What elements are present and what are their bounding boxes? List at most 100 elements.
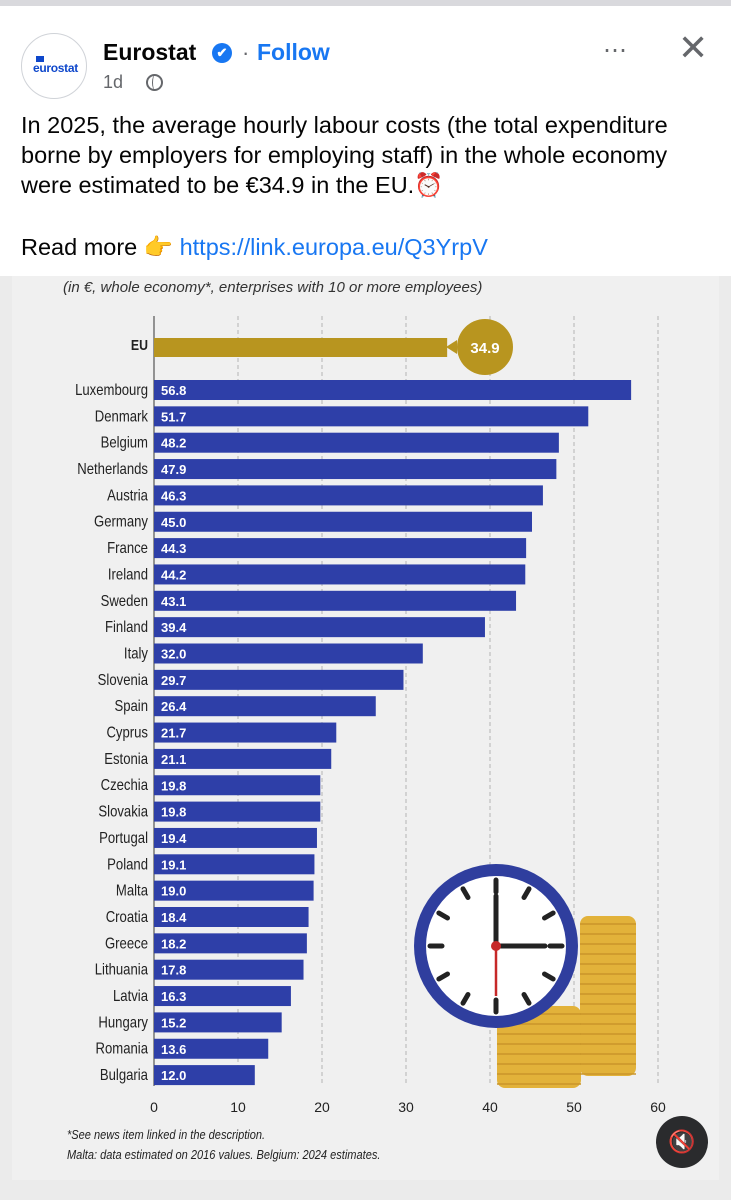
x-tick-label: 10 [230, 1099, 246, 1115]
eu-bar [154, 338, 448, 357]
bar-value-label: 44.2 [161, 567, 186, 582]
clock-tick [436, 971, 451, 982]
category-label: Finland [105, 619, 148, 636]
bar [154, 801, 321, 822]
bar [154, 564, 526, 585]
eu-value-bubble [457, 319, 513, 375]
bar-value-label: 43.1 [161, 594, 186, 609]
category-label: Cyprus [106, 724, 148, 741]
category-label: Sweden [101, 593, 148, 610]
chart-subtitle: (in €, whole economy*, enterprises with … [63, 279, 482, 296]
clock-tick [436, 910, 451, 921]
bar-value-label: 21.7 [161, 726, 186, 741]
category-label: Estonia [104, 751, 149, 768]
bar [154, 696, 376, 717]
category-label: Denmark [95, 408, 149, 425]
bar-value-label: 39.4 [161, 620, 187, 635]
clock-tick [541, 971, 556, 982]
category-label: Czechia [101, 777, 149, 794]
category-label: Malta [116, 883, 149, 900]
category-label: Croatia [106, 909, 149, 926]
bars: EU 34.9 Luxembourg 56.8 Denmark 51.7 Belgium 48… [75, 319, 632, 1086]
bar [154, 511, 532, 532]
bar-value-label: 16.3 [161, 989, 186, 1004]
x-tick-label: 20 [314, 1099, 330, 1115]
bar [154, 827, 317, 848]
x-tick-label: 60 [650, 1099, 666, 1115]
category-label: Netherlands [77, 461, 148, 478]
category-label: Latvia [113, 988, 149, 1005]
coin-stack-icon [497, 916, 636, 1088]
top-edge [0, 0, 731, 6]
category-label: Portugal [99, 830, 148, 847]
x-tick-label: 40 [482, 1099, 498, 1115]
footnote-2: Malta: data estimated on 2016 values. Be… [67, 1147, 380, 1162]
bar-value-label: 47.9 [161, 462, 186, 477]
bar [154, 617, 485, 638]
bar [154, 1012, 282, 1033]
bar-value-label: 12.0 [161, 1068, 186, 1083]
category-label: Romania [96, 1041, 149, 1058]
post-text: In 2025, the average hourly labour costs… [21, 112, 668, 198]
category-label: Poland [107, 856, 148, 873]
category-label: Italy [124, 645, 149, 662]
eu-bubble-pointer [446, 340, 457, 354]
more-options-icon[interactable]: ⋯ [603, 37, 629, 64]
clock-tick [460, 886, 471, 901]
labour-cost-chart: (in €, whole economy*, enterprises with … [63, 279, 666, 1162]
bar-value-label: 32.0 [161, 647, 186, 662]
bar-value-label: 21.1 [161, 752, 186, 767]
close-icon[interactable]: ✕ [678, 27, 709, 68]
bar-value-label: 17.8 [161, 963, 186, 978]
category-label: Bulgaria [100, 1067, 149, 1084]
bar-value-label: 51.7 [161, 409, 186, 424]
globe-icon [146, 74, 163, 91]
x-ticks: 0 10 20 30 40 50 60 [150, 1099, 666, 1115]
clock-tick [541, 910, 556, 921]
bar [154, 459, 557, 480]
clock-tick [521, 886, 532, 901]
bar-value-label: 18.4 [161, 910, 187, 925]
follow-button[interactable]: Follow [257, 39, 330, 65]
bar [154, 432, 559, 453]
mute-icon[interactable]: 🔇 [656, 1116, 708, 1168]
bar [154, 380, 632, 400]
author-name[interactable]: Eurostat [103, 39, 197, 65]
category-label: Belgium [101, 435, 148, 452]
post-header: eurostat Eurostat ✔ · Follow 1d ⋯ ✕ [0, 6, 731, 106]
chart-image: (in €, whole economy*, enterprises with … [0, 276, 731, 1200]
category-label: Greece [105, 935, 148, 952]
bar [154, 722, 337, 743]
category-label: France [107, 540, 148, 557]
bar [154, 538, 527, 559]
bar [154, 933, 307, 954]
footnote-1: *See news item linked in the description… [67, 1127, 265, 1142]
bar [154, 1065, 255, 1086]
category-label: Luxembourg [75, 382, 148, 399]
separator-dot: · [242, 40, 250, 65]
eu-flag-icon [36, 56, 44, 62]
x-tick-label: 0 [150, 1099, 158, 1115]
bar-value-label: 18.2 [161, 936, 186, 951]
bar-value-label: 44.3 [161, 541, 186, 556]
bar-value-label: 45.0 [161, 515, 186, 530]
bar [154, 854, 315, 875]
bar-value-label: 29.7 [161, 673, 186, 688]
bar [154, 590, 517, 611]
bar [154, 775, 321, 796]
bar [154, 907, 309, 927]
avatar[interactable]: eurostat [21, 33, 87, 99]
bar-value-label: 26.4 [161, 699, 187, 714]
bar [154, 880, 314, 901]
x-tick-label: 30 [398, 1099, 414, 1115]
category-label: Slovenia [98, 672, 149, 689]
category-label: Lithuania [95, 962, 149, 979]
clock-illustration [414, 864, 636, 1088]
bar [154, 748, 332, 769]
category-label: Germany [94, 514, 149, 531]
bar [154, 485, 543, 506]
clock-tick [460, 991, 471, 1006]
post-link[interactable]: https://link.europa.eu/Q3YrpV [179, 234, 488, 260]
bar-value-label: 48.2 [161, 436, 186, 451]
verified-icon: ✔ [212, 43, 232, 63]
